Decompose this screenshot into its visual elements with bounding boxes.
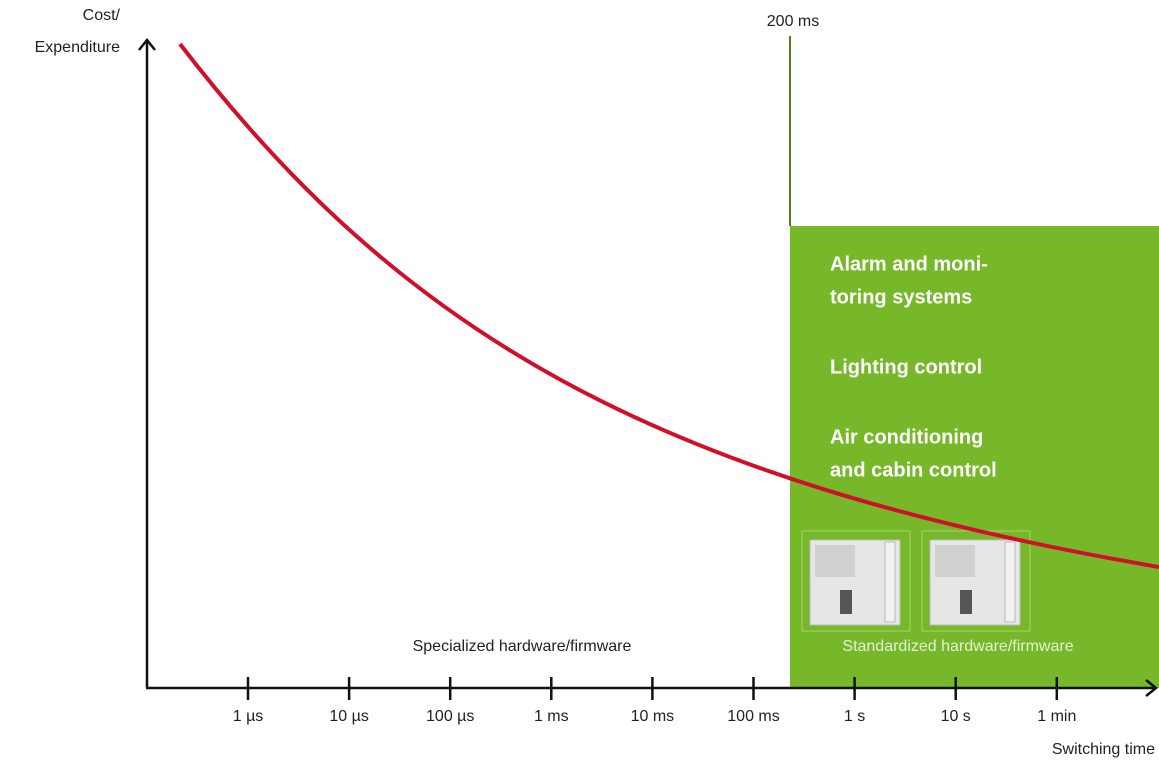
application: Air conditioning <box>830 426 983 448</box>
application: and cabin control <box>830 459 997 481</box>
region-label: Standardized hardware/firmware <box>842 638 1073 655</box>
x-tick-label: 1 min <box>1037 708 1076 725</box>
application: Lighting control <box>830 356 982 378</box>
application: toring systems <box>830 286 972 308</box>
threshold-label: 200 ms <box>767 13 819 30</box>
x-tick-label: 100 ms <box>727 708 779 725</box>
axes <box>138 37 1159 697</box>
x-tick-label: 10 µs <box>329 708 368 725</box>
x-tick-label: 1 s <box>844 708 865 725</box>
cost-curve <box>178 42 1159 569</box>
x-tick-label: 10 s <box>941 708 971 725</box>
controller-images <box>801 530 1031 632</box>
y-label: Expenditure <box>35 39 120 56</box>
region-label: Specialized hardware/firmware <box>413 638 632 655</box>
x-tick-label: 1 µs <box>233 708 264 725</box>
x-tick-label: 1 ms <box>534 708 569 725</box>
y-label: Cost/ <box>83 7 121 24</box>
x-label: Switching time <box>1052 741 1155 758</box>
x-tick-label: 100 µs <box>426 708 474 725</box>
application: Alarm and moni- <box>830 253 988 275</box>
x-tick-label: 10 ms <box>631 708 675 725</box>
